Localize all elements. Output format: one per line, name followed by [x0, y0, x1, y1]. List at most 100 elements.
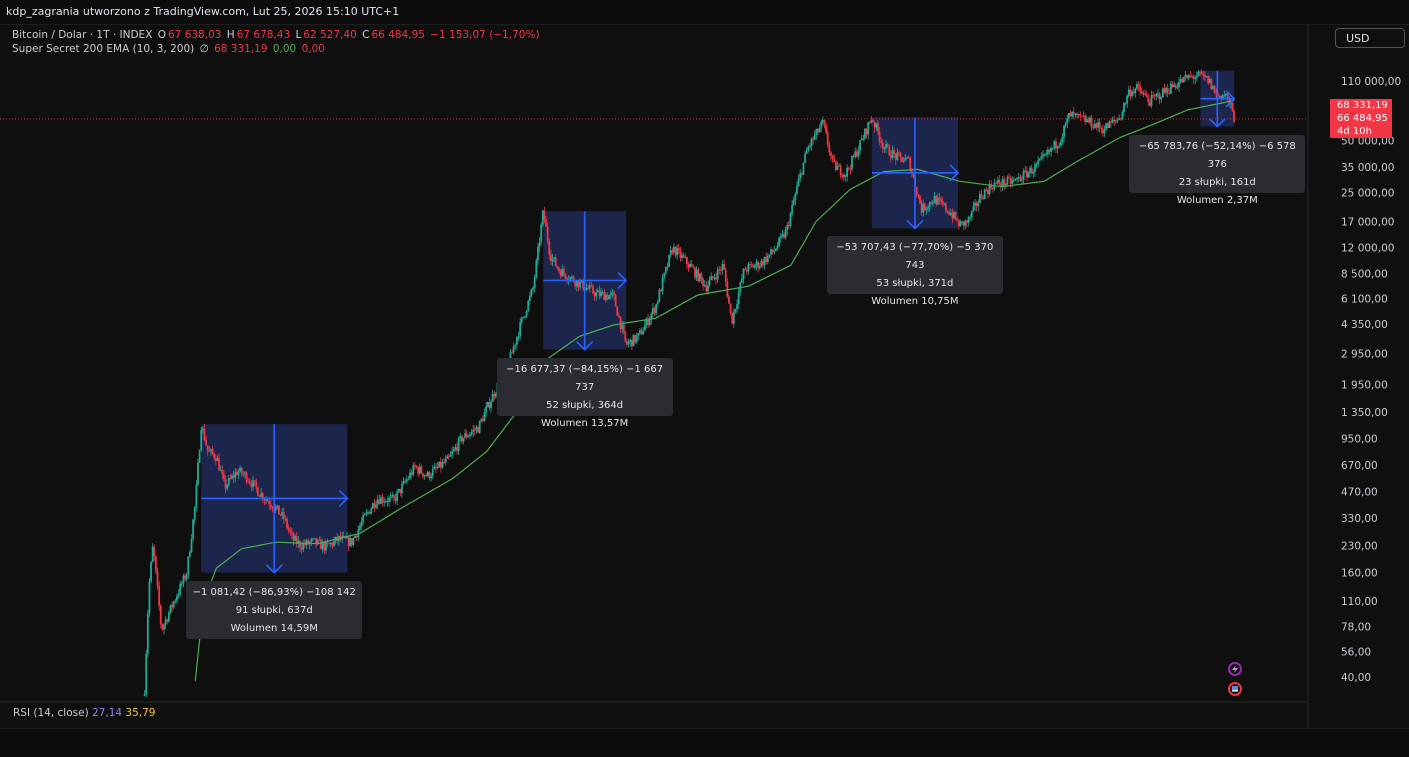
candle-body — [1200, 71, 1203, 75]
arrow-head — [338, 489, 349, 508]
candle-body — [906, 157, 908, 159]
candle-body — [1139, 86, 1142, 91]
candle-body — [1205, 76, 1208, 78]
drawdown-pct: −53 707,43 (−77,70%) −5 370 743 — [836, 242, 994, 272]
candle-body — [635, 335, 638, 342]
candle-body — [658, 289, 661, 302]
candle-body — [1147, 97, 1150, 102]
y-tick-label: 1 950,00 — [1341, 379, 1388, 391]
currency-button[interactable]: USD — [1335, 28, 1405, 48]
candle-body — [1173, 85, 1176, 88]
candle-body — [698, 273, 701, 282]
candle-body — [172, 601, 175, 608]
candle-body — [271, 507, 274, 510]
candle-body — [532, 287, 534, 290]
candle-body — [1095, 123, 1098, 128]
candle-body — [830, 152, 832, 156]
candle-body — [766, 255, 769, 263]
candle-body — [218, 457, 220, 471]
candle-body — [630, 339, 633, 347]
candle-body — [329, 542, 332, 545]
candle-body — [757, 261, 760, 269]
candle-body — [671, 250, 674, 253]
candle-body — [465, 433, 468, 438]
y-tick-label: 25 000,00 — [1341, 188, 1394, 200]
candle-body — [933, 195, 936, 204]
flag-icon[interactable] — [1228, 682, 1242, 696]
candle-body — [886, 143, 889, 146]
drawdown-info-box: −16 677,37 (−84,15%) −1 667 737 52 słupki… — [496, 357, 673, 429]
lightning-icon[interactable] — [1228, 662, 1242, 676]
candle-body — [587, 287, 590, 289]
drawdown-vol: Wolumen 14,59M — [230, 622, 318, 634]
ema-name[interactable]: Super Secret 200 EMA (10, 3, 200) — [12, 43, 195, 55]
candle-body — [880, 140, 883, 143]
arrow-head — [906, 219, 924, 230]
candle-body — [996, 179, 999, 183]
candle-body — [248, 481, 251, 484]
candle-body — [232, 475, 235, 478]
candle-body — [784, 229, 787, 238]
candle-body — [295, 536, 298, 544]
candle-body — [616, 306, 619, 316]
candle-body — [569, 277, 572, 280]
candle-body — [734, 309, 737, 312]
candle-body — [818, 127, 821, 133]
candle-body — [1132, 91, 1135, 94]
symbol-name[interactable]: Bitcoin / Dolar · 1T · INDEX — [12, 29, 153, 41]
candle-body — [985, 189, 988, 191]
candle-body — [723, 264, 726, 270]
candle-body — [380, 497, 382, 504]
candle-body — [451, 451, 454, 455]
candle-body — [797, 178, 800, 187]
rsi-label[interactable]: RSI (14, close) — [13, 707, 89, 719]
candle-body — [987, 190, 989, 195]
candle-body — [849, 168, 852, 170]
candle-body — [482, 419, 484, 422]
candle-body — [598, 290, 601, 296]
candle-body — [606, 295, 609, 300]
candle-body — [558, 268, 560, 272]
candle-body — [715, 277, 717, 280]
candle-body — [799, 173, 802, 179]
candle-body — [728, 296, 730, 304]
candle-body — [143, 694, 146, 696]
candle-body — [320, 539, 322, 550]
chart-title: kdp_zagrania utworzono z TradingView.com… — [6, 5, 400, 18]
candle-body — [1153, 95, 1156, 97]
candle-body — [1034, 164, 1036, 172]
candle-body — [470, 431, 473, 435]
candle-body — [716, 269, 719, 280]
candle-body — [690, 264, 693, 267]
candle-body — [176, 596, 178, 601]
candle-body — [592, 286, 594, 293]
high-label: H — [226, 29, 235, 41]
drawdown-bars: 91 słupki, 637d — [235, 604, 313, 616]
time-axis[interactable] — [0, 728, 1409, 757]
y-tick-label: 35 000,00 — [1341, 162, 1394, 174]
candle-body — [920, 203, 923, 213]
candle-body — [1097, 122, 1099, 128]
candle-body — [1118, 118, 1121, 121]
candle-body — [944, 203, 947, 211]
candle-body — [859, 140, 861, 151]
candle-body — [1166, 87, 1169, 94]
candle-body — [553, 257, 556, 259]
candle-body — [409, 472, 411, 479]
candle-body — [1042, 154, 1044, 157]
candle-body — [391, 495, 394, 497]
candle-body — [957, 220, 960, 227]
candle-body — [1116, 120, 1119, 122]
high-value: 67 678,43 — [236, 29, 291, 41]
candle-body — [551, 258, 554, 262]
candle-body — [747, 264, 750, 272]
candle-body — [412, 465, 415, 475]
candle-body — [430, 476, 433, 479]
candle-body — [1179, 79, 1182, 83]
candle-body — [485, 406, 488, 413]
candle-body — [1126, 95, 1129, 104]
candle-body — [1148, 101, 1151, 106]
candle-body — [347, 536, 350, 547]
candle-body — [1071, 111, 1074, 117]
